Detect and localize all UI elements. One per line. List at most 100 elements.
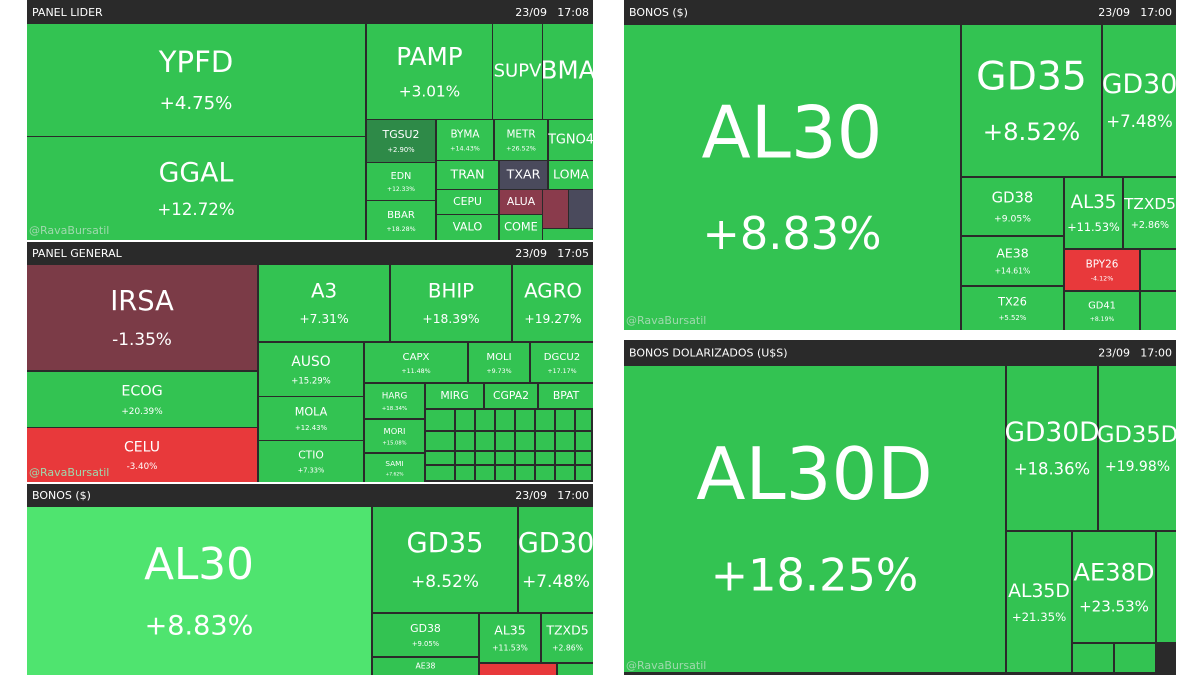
tile-label: PAMP — [396, 42, 462, 71]
tile-label: CELU — [124, 439, 160, 455]
panel-title: PANEL LIDER — [32, 6, 103, 19]
tile — [259, 265, 389, 341]
watermark: @RavaBursatil — [29, 466, 109, 479]
tile-change: +20.39% — [121, 407, 162, 417]
tile-label: GGAL — [159, 157, 234, 188]
panel-title: BONOS ($) — [629, 6, 688, 19]
watermark: @RavaBursatil — [29, 224, 109, 237]
tile — [576, 452, 591, 464]
tile-label: TZXD5 — [1123, 195, 1176, 213]
tile — [516, 466, 534, 480]
panel-title: PANEL GENERAL — [32, 247, 123, 260]
panel-date: 23/09 — [515, 489, 547, 502]
tile — [426, 384, 483, 408]
tile — [556, 466, 574, 480]
tile — [556, 452, 574, 464]
tile — [373, 507, 517, 612]
tile — [27, 24, 365, 136]
tile-label: METR — [506, 128, 535, 140]
tile — [1007, 532, 1071, 672]
tile-label: MIRG — [440, 389, 468, 402]
tile-change: -4.12% — [1091, 275, 1114, 283]
tile-change: +7.31% — [299, 312, 348, 326]
tile — [480, 614, 540, 662]
panel-date: 23/09 — [1098, 6, 1130, 19]
tile-label: TGSU2 — [382, 128, 420, 141]
panel-date: 23/09 — [1098, 347, 1130, 360]
tile-change: +11.48% — [401, 368, 430, 375]
tile-label: LOMA — [553, 167, 589, 182]
tile — [496, 466, 514, 480]
tile — [437, 215, 498, 240]
tile — [1065, 292, 1139, 330]
tile-label: AL30D — [696, 432, 932, 516]
tile-label: BPAT — [553, 389, 580, 402]
tile-change: +9.73% — [486, 368, 511, 375]
tile — [543, 229, 593, 240]
tile-label: BYMA — [451, 128, 481, 140]
tile — [516, 410, 534, 430]
tile — [1157, 532, 1176, 642]
tile-change: +23.53% — [1079, 597, 1149, 615]
tile — [365, 343, 467, 382]
tile — [543, 190, 568, 228]
tile-change: +19.27% — [524, 312, 581, 326]
tile-label: GD35 — [407, 528, 484, 559]
tile — [391, 265, 511, 341]
panel-time: 17:00 — [1140, 6, 1172, 19]
tile-label: HARG — [382, 392, 408, 402]
tile-label: BMA — [541, 56, 596, 85]
tile-change: +12.72% — [157, 200, 234, 219]
tile-label: CTIO — [298, 449, 324, 462]
tile — [373, 614, 478, 656]
tile-label: GD38 — [410, 622, 441, 635]
tile-label: IRSA — [110, 286, 174, 317]
tile-label: GD38 — [992, 189, 1034, 206]
panel-time: 17:05 — [557, 247, 589, 260]
tile — [365, 454, 424, 482]
tile — [513, 265, 593, 341]
tile-change: +7.48% — [522, 571, 590, 591]
tile — [437, 190, 498, 214]
tile-change: +8.83% — [145, 611, 254, 642]
panel-date: 23/09 — [515, 247, 547, 260]
tile — [1124, 178, 1176, 248]
tile — [437, 120, 493, 160]
tile — [519, 507, 593, 612]
tile-change: +2.90% — [387, 146, 415, 154]
tile-label: BHIP — [428, 280, 474, 303]
watermark: @RavaBursatil — [626, 659, 706, 672]
panel-time: 17:00 — [557, 489, 589, 502]
tile-label: ALUA — [507, 195, 536, 208]
tile-change: +8.52% — [983, 117, 1081, 146]
tile — [27, 265, 257, 370]
tile-label: EDN — [391, 171, 412, 182]
tile — [543, 24, 593, 119]
tile-change: +8.83% — [702, 208, 881, 260]
tile — [1103, 25, 1176, 176]
tile — [576, 432, 591, 450]
tile — [476, 410, 494, 430]
tile-label: CEPU — [453, 195, 482, 208]
tile-change: -3.40% — [127, 462, 158, 472]
tile — [365, 420, 424, 452]
tile-label: AE38D — [1074, 559, 1155, 587]
tile-change: -1.35% — [112, 329, 172, 349]
tile-label: MOLI — [486, 352, 511, 363]
tile — [962, 178, 1063, 235]
tile-label: MOLA — [295, 405, 328, 418]
tile — [367, 120, 435, 162]
tile-label: TRAN — [450, 167, 485, 182]
tile-label: BBAR — [387, 210, 415, 221]
tile-change: +5.52% — [999, 314, 1027, 322]
tile-label: TGNO4 — [547, 133, 594, 148]
tile — [426, 410, 454, 430]
tile — [496, 410, 514, 430]
tile-change: +19.98% — [1105, 459, 1170, 475]
tile — [367, 201, 435, 240]
tile — [493, 24, 542, 119]
tile-label: AL30 — [702, 90, 883, 174]
tile-label: CAPX — [403, 352, 430, 363]
tile — [456, 452, 474, 464]
